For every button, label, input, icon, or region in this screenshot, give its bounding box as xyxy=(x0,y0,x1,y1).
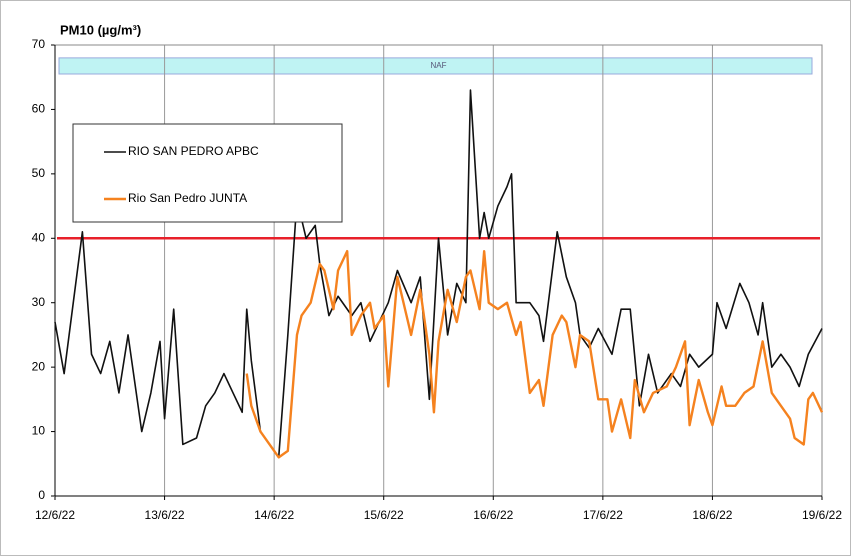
x-tick-label: 14/6/22 xyxy=(254,508,294,522)
series-line xyxy=(245,249,824,459)
chart-title: PM10 (µg/m³) xyxy=(60,22,141,37)
x-tick-label: 12/6/22 xyxy=(35,508,75,522)
x-tick-label: 15/6/22 xyxy=(364,508,404,522)
legend-label: RIO SAN PEDRO APBC xyxy=(128,144,259,158)
y-tick-label: 10 xyxy=(32,424,46,438)
x-tick-label: 18/6/22 xyxy=(692,508,732,522)
y-tick-label: 70 xyxy=(32,37,46,51)
y-tick-label: 20 xyxy=(32,359,46,373)
x-tick-label: 13/6/22 xyxy=(145,508,185,522)
y-tick-label: 40 xyxy=(32,230,46,244)
y-tick-label: 60 xyxy=(32,102,46,116)
x-tick-label: 16/6/22 xyxy=(473,508,513,522)
y-tick-label: 0 xyxy=(38,488,45,502)
band-label: NAF xyxy=(431,61,447,70)
x-tick-label: 19/6/22 xyxy=(802,508,842,522)
series-line xyxy=(54,89,823,459)
y-tick-label: 50 xyxy=(32,166,46,180)
x-tick-label: 17/6/22 xyxy=(583,508,623,522)
y-tick-label: 30 xyxy=(32,295,46,309)
band xyxy=(58,57,813,75)
legend-label: Rio San Pedro JUNTA xyxy=(128,191,247,205)
legend-box xyxy=(72,123,343,223)
